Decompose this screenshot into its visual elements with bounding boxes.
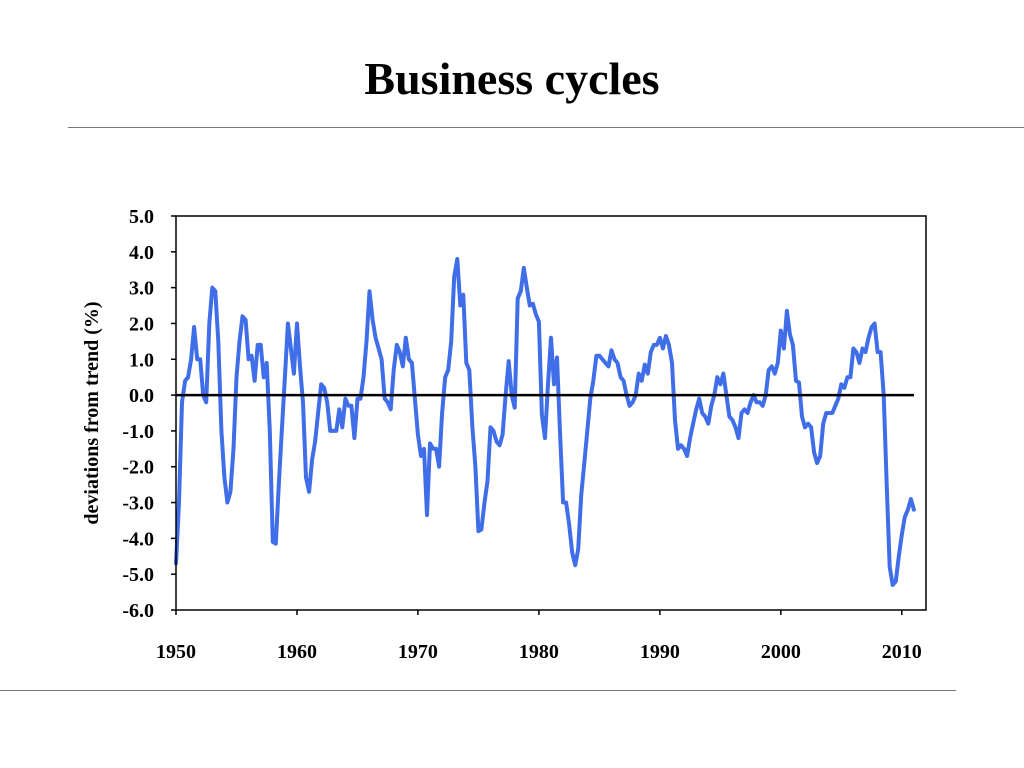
x-tick-label: 1970 (398, 641, 438, 663)
y-axis-title-group: deviations from trend (%) (81, 301, 103, 524)
x-tick-label: 2000 (761, 641, 801, 663)
y-tick-label: -3.0 (122, 493, 154, 515)
series-layer (174, 257, 916, 587)
y-tick-label: -4.0 (122, 528, 154, 550)
x-tick-label: 1980 (519, 641, 559, 663)
y-tick-label: 0.0 (129, 385, 154, 407)
y-tick-label: -2.0 (122, 457, 154, 479)
y-tick-label: 4.0 (129, 242, 154, 264)
y-tick-label: 2.0 (129, 313, 154, 335)
y-tick-label: -1.0 (122, 421, 154, 443)
y-axis-title: deviations from trend (%) (81, 301, 103, 524)
x-tick-label: 1950 (156, 641, 196, 663)
bottom-divider (0, 690, 956, 691)
slide-title: Business cycles (364, 53, 660, 104)
x-tick-label: 1990 (640, 641, 680, 663)
y-tick-label: -6.0 (122, 600, 154, 622)
series-line (174, 257, 916, 587)
y-tick-label: 1.0 (129, 349, 154, 371)
y-axis-ticks: 5.0 4.0 3.0 2.0 1.0 0.0 -1.0 -2.0 -3.0 -4.0 -5.0 -6… (122, 206, 176, 622)
top-divider (68, 127, 1024, 128)
x-tick-label: 2010 (882, 641, 922, 663)
x-axis-ticks: 1950 1960 1970 1980 1990 2000 2010 (156, 610, 922, 663)
y-tick-label: -5.0 (122, 564, 154, 586)
y-tick-label: 3.0 (129, 278, 154, 300)
x-tick-label: 1960 (277, 641, 317, 663)
plot-frame (175, 215, 927, 611)
y-tick-label: 5.0 (129, 206, 154, 228)
